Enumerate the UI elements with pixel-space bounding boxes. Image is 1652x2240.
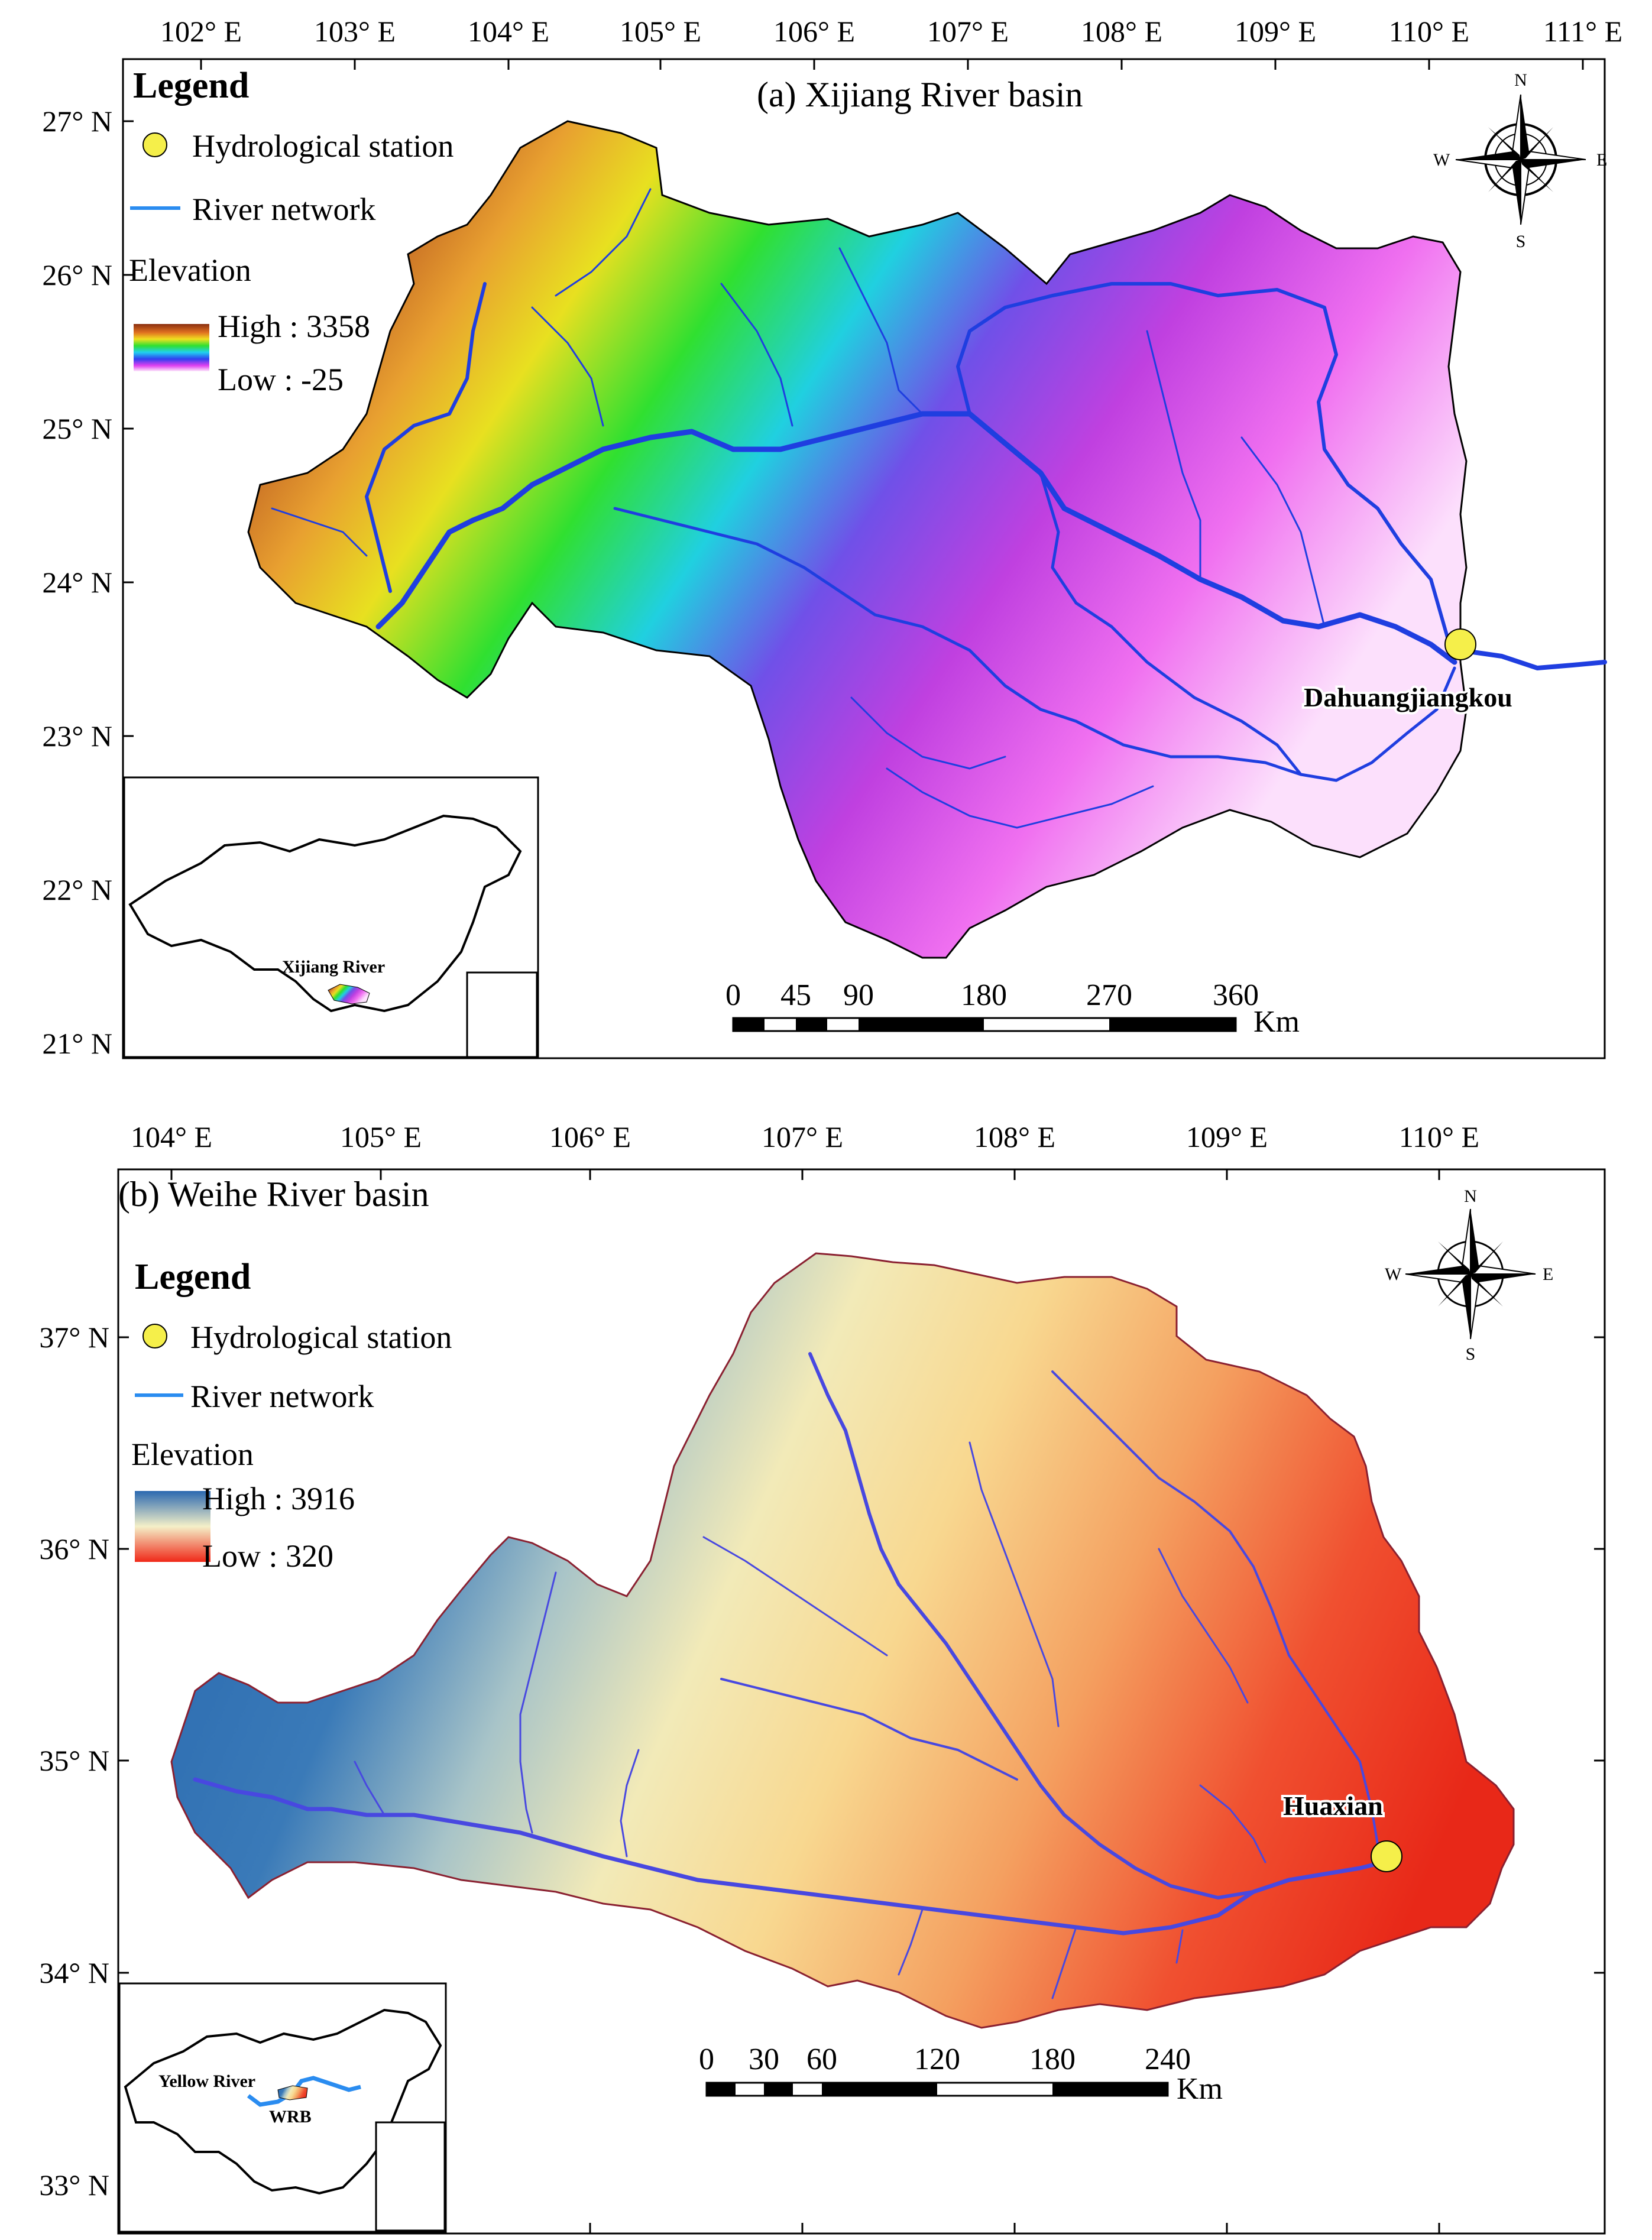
panel-b-scale-bar: 0 30 60 120 180 240 Km <box>699 2043 1223 2106</box>
legend-elevation-low: Low : 320 <box>202 1538 333 1574</box>
lat-tick-label: 21° N <box>42 1027 112 1060</box>
station-marker-huaxian <box>1371 1840 1402 1872</box>
compass-n: N <box>1464 1187 1477 1206</box>
panel-b-title: (b) Weihe River basin <box>118 1175 429 1214</box>
lat-tick-label: 25° N <box>42 412 112 445</box>
lat-tick-label: 24° N <box>42 566 112 599</box>
scale-label: 0 <box>699 2043 714 2076</box>
compass-e: E <box>1596 150 1607 170</box>
scale-label: 120 <box>914 2043 960 2076</box>
panel-b-legend: Legend Hydrological station River networ… <box>131 1257 452 1574</box>
scale-label: 60 <box>806 2043 837 2076</box>
lon-tick-label: 107° E <box>762 1120 843 1153</box>
lat-tick-label: 37° N <box>39 1321 109 1354</box>
legend-elevation-title: Elevation <box>129 252 251 288</box>
lon-tick-label: 109° E <box>1186 1120 1268 1153</box>
scale-label: 45 <box>780 978 811 1012</box>
compass-n: N <box>1514 70 1527 90</box>
weihe-basin-elevation <box>170 1252 1515 2029</box>
lon-tick-label: 104° E <box>468 15 549 48</box>
lat-tick-label: 35° N <box>39 1744 109 1777</box>
panel-a-legend: Legend Hydrological station River networ… <box>129 66 454 397</box>
lat-tick-label: 33° N <box>39 2168 109 2202</box>
panel-a-title: (a) Xijiang River basin <box>757 75 1083 114</box>
panel-b-map: 104° E 105° E 106° E 107° E 108° E 109° … <box>39 1120 1606 2235</box>
scale-label: 240 <box>1145 2043 1191 2076</box>
compass-s: S <box>1466 1344 1476 1364</box>
scale-label: 270 <box>1086 978 1132 1012</box>
lon-tick-label: 106° E <box>549 1120 631 1153</box>
inset-label-yellow-river: Yellow River <box>158 2072 255 2091</box>
lat-tick-label: 34° N <box>39 1956 109 1989</box>
lon-tick-label: 104° E <box>131 1120 212 1153</box>
inset-label-wrb: WRB <box>269 2107 312 2126</box>
station-label-dahuangjiangkou: Dahuangjiangkou <box>1304 682 1512 712</box>
scale-label: 360 <box>1213 978 1259 1012</box>
legend-elevation-high: High : 3358 <box>218 309 370 344</box>
legend-station-icon <box>142 132 167 157</box>
compass-e: E <box>1543 1265 1553 1284</box>
legend-river-label: River network <box>192 192 375 227</box>
panel-a-lat-ticks: 27° N 26° N 25° N 24° N 23° N 22° N 21° … <box>42 105 134 1060</box>
panel-b-lat-ticks: 37° N 36° N 35° N 34° N 33° N <box>39 1321 1605 2202</box>
panel-a-map: 102° E 103° E 104° E 105° E 106° E 107° … <box>42 15 1622 1060</box>
lon-tick-label: 107° E <box>927 15 1009 48</box>
lon-tick-label: 111° E <box>1543 15 1622 48</box>
legend-station-label: Hydrological station <box>192 128 454 164</box>
lat-tick-label: 36° N <box>39 1532 109 1565</box>
legend-title: Legend <box>135 1257 251 1297</box>
xijiang-basin-elevation <box>247 120 1468 959</box>
panel-b-lon-ticks: 104° E 105° E 106° E 107° E 108° E 109° … <box>131 1120 1479 2233</box>
scale-label: 30 <box>749 2043 779 2076</box>
lon-tick-label: 103° E <box>314 15 396 48</box>
scale-label: 180 <box>1029 2043 1076 2076</box>
lon-tick-label: 105° E <box>620 15 701 48</box>
weihe-river-network <box>193 1352 1386 1999</box>
lat-tick-label: 22° N <box>42 873 112 906</box>
compass-rose-icon: N S E W <box>1433 70 1607 251</box>
panel-a-scale-bar: 0 45 90 180 270 360 Km <box>725 978 1300 1039</box>
lon-tick-label: 102° E <box>160 15 242 48</box>
legend-title: Legend <box>133 66 249 106</box>
scale-label: 0 <box>725 978 741 1012</box>
panel-a-china-inset: Xijiang River <box>123 776 539 1058</box>
lon-tick-label: 106° E <box>773 15 855 48</box>
panel-a-lon-ticks: 102° E 103° E 104° E 105° E 106° E 107° … <box>160 15 1622 70</box>
lat-tick-label: 23° N <box>42 719 112 753</box>
legend-elevation-ramp <box>135 1491 210 1562</box>
inset-label-xijiang: Xijiang River <box>282 957 385 977</box>
compass-w: W <box>1433 150 1450 170</box>
scale-label: 180 <box>961 978 1007 1012</box>
lon-tick-label: 110° E <box>1399 1120 1479 1153</box>
lat-tick-label: 27° N <box>42 105 112 138</box>
panel-b-china-inset: Yellow River WRB <box>118 1982 447 2233</box>
station-label-huaxian: Huaxian <box>1283 1791 1383 1821</box>
legend-elevation-high: High : 3916 <box>202 1481 355 1516</box>
lon-tick-label: 108° E <box>1081 15 1162 48</box>
station-marker-dahuangjiangkou <box>1444 628 1476 660</box>
lon-tick-label: 108° E <box>974 1120 1055 1153</box>
legend-elevation-title: Elevation <box>131 1437 254 1472</box>
lon-tick-label: 105° E <box>340 1120 422 1153</box>
scale-unit: Km <box>1253 1005 1300 1039</box>
lat-tick-label: 26° N <box>42 258 112 291</box>
lon-tick-label: 109° E <box>1235 15 1316 48</box>
legend-river-label: River network <box>190 1379 374 1414</box>
compass-w: W <box>1385 1265 1402 1284</box>
legend-station-label: Hydrological station <box>190 1320 452 1355</box>
xijiang-river-network <box>271 188 1607 829</box>
scale-label: 90 <box>843 978 874 1012</box>
lon-tick-label: 110° E <box>1389 15 1469 48</box>
legend-elevation-low: Low : -25 <box>218 362 344 397</box>
compass-rose-icon: N S E W <box>1385 1187 1553 1364</box>
compass-s: S <box>1516 232 1526 251</box>
scale-unit: Km <box>1177 2072 1223 2106</box>
legend-elevation-ramp <box>134 324 209 371</box>
legend-station-icon <box>142 1324 167 1348</box>
